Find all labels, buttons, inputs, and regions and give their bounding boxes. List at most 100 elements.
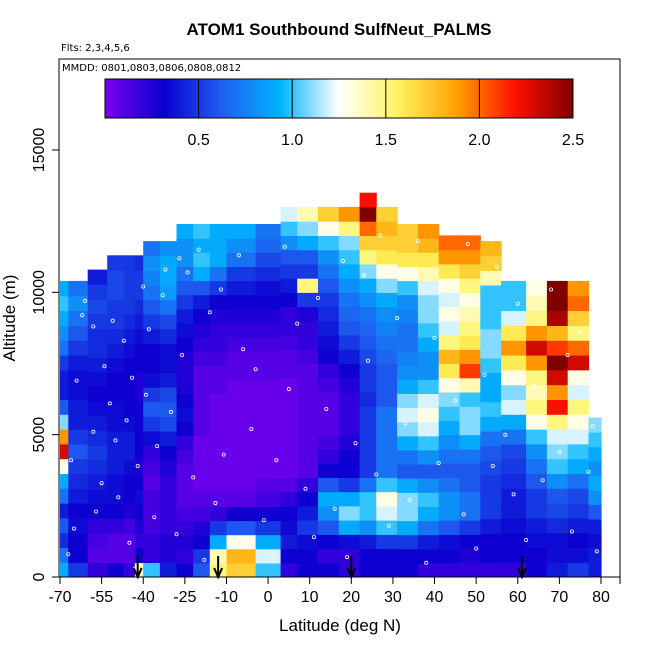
heatmap-cell [417,252,440,267]
heatmap-cell [280,377,298,393]
heatmap-cell [87,357,108,373]
observation-point [361,273,366,278]
heatmap-cell [176,534,194,550]
heatmap-cell [397,421,419,437]
heatmap-cell [376,349,398,365]
heatmap-cell [134,416,144,432]
heatmap-cell [588,432,602,448]
heatmap-cell [176,238,194,253]
heatmap-cell [280,363,298,379]
heatmap-cell [376,263,398,279]
heatmap-cell [480,547,502,563]
heatmap-cell [318,548,340,564]
heatmap-cell [176,421,194,437]
heatmap-cell [359,292,377,308]
heatmap-cell [359,306,377,322]
heatmap-cell [143,518,161,534]
heatmap-cell [376,477,398,493]
observation-point [549,287,554,292]
heatmap-cell [87,386,108,402]
heatmap-cell [176,224,194,239]
heatmap-cell [143,431,161,447]
heatmap-cell [338,306,361,322]
heatmap-cell [143,504,161,520]
heatmap-cell [123,518,136,534]
heatmap-cell [280,249,298,265]
heatmap-cell [68,429,89,445]
heatmap-cell [459,278,481,293]
heatmap-cell [255,322,282,338]
heatmap-cell [107,357,125,373]
heatmap-cell [159,372,178,388]
heatmap-cell [480,489,502,505]
heatmap-cell [438,434,461,450]
heatmap-cell [193,548,211,564]
heatmap-cell [501,340,527,356]
heatmap-cell [526,473,548,489]
heatmap-cell [417,322,440,338]
heatmap-cell [193,322,211,338]
heatmap-cell [209,421,227,437]
heatmap-cell [459,406,481,421]
heatmap-cell [318,448,340,464]
heatmap-cell [397,449,419,465]
heatmap-cell [567,325,590,341]
colorbar: 0.5 1.0 1.5 2.0 2.5 [104,78,584,149]
observation-point [540,478,545,483]
heatmap-cell [107,533,125,549]
heatmap-cell [134,386,144,403]
heatmap-cell [546,488,569,504]
heatmap-cell [338,320,361,336]
heatmap-cell [87,533,108,549]
observation-point [332,506,337,511]
heatmap-cell [338,420,361,436]
heatmap-cell [480,460,502,476]
heatmap-cell [376,335,398,350]
observation-point [386,523,391,528]
heatmap-cell [159,357,178,374]
observation-point [340,258,345,263]
heatmap-cell [297,206,319,222]
heatmap-cell [87,328,108,344]
heatmap-cell [359,520,377,535]
heatmap-cell [588,562,602,577]
heatmap-cell [134,460,144,476]
heatmap-cell [459,520,481,535]
observation-point [253,367,258,372]
heatmap-cell [159,387,178,403]
heatmap-cell [280,520,298,535]
heatmap-cell [359,278,377,293]
observation-point [365,358,370,363]
heatmap-cell [417,464,440,479]
colorbar-gradient [104,78,574,119]
heatmap-cell [438,505,461,521]
heatmap-cell [193,407,211,423]
heatmap-cell [546,517,569,534]
heatmap-cell [438,392,461,407]
heatmap-cell [318,377,340,393]
heatmap-cell [438,363,461,379]
heatmap-cell [297,548,319,564]
heatmap-cell [60,517,69,534]
observation-point [196,247,201,252]
heatmap-cell [255,252,282,267]
heatmap-cell [297,392,319,407]
heatmap-cell [318,520,340,535]
observation-point [146,327,151,332]
heatmap-cell [480,299,502,315]
heatmap-cell [297,463,319,478]
heatmap-cell [397,478,419,493]
heatmap-cell [438,520,461,535]
observation-point [107,401,112,406]
heatmap-cell [87,342,108,358]
heatmap-cell [359,562,377,577]
heatmap-cell [297,448,319,464]
heatmap-cell [159,518,178,534]
heatmap-cell [107,343,125,359]
observation-point [432,335,437,340]
heatmap-cell [438,420,461,436]
heatmap-cell [297,406,319,421]
heatmap-cell [338,463,361,478]
heatmap-cell [526,384,548,400]
observation-point [202,557,207,562]
